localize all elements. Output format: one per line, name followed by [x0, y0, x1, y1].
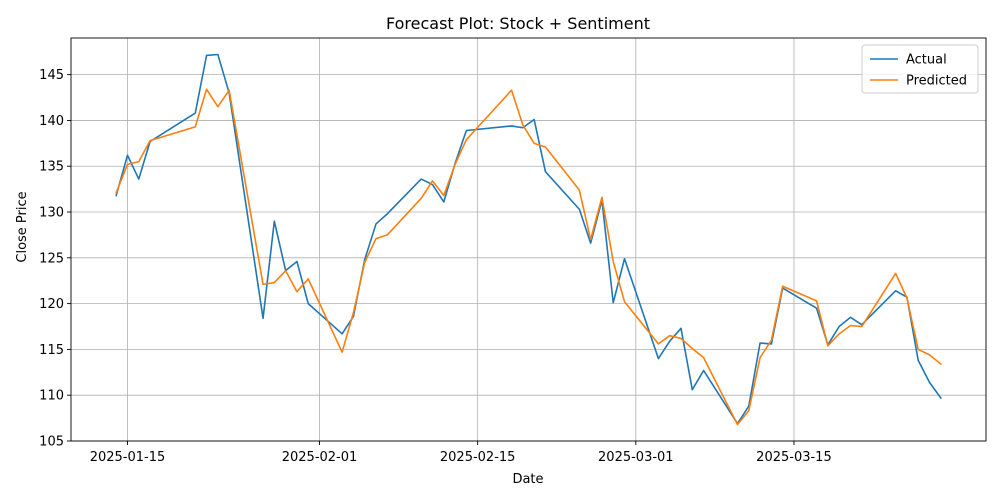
y-tick-label: 125	[39, 251, 64, 266]
x-tick-label: 2025-03-01	[598, 450, 674, 465]
legend: Actual Predicted	[861, 44, 979, 94]
series-layer	[115, 53, 942, 426]
y-axis-label: Close Price	[15, 191, 30, 262]
y-tick-label: 105	[39, 435, 64, 450]
y-tick-label: 110	[39, 389, 64, 404]
x-tick-label: 2025-02-15	[440, 450, 516, 465]
y-tick-label: 120	[39, 297, 64, 312]
y-tick-label: 130	[39, 206, 64, 221]
y-tick-label: 145	[39, 68, 64, 83]
x-axis-label: Date	[512, 472, 543, 487]
ticks: 2025-01-15 2025-02-01 2025-02-15 2025-03-01…	[39, 68, 832, 465]
chart-title: Forecast Plot: Stock + Sentiment	[386, 14, 650, 33]
x-tick-label: 2025-01-15	[90, 450, 166, 465]
plot-frame	[70, 37, 987, 442]
grid	[71, 38, 986, 442]
legend-box	[861, 44, 979, 94]
y-tick-label: 115	[39, 343, 64, 358]
legend-label-predicted: Predicted	[906, 74, 967, 89]
y-tick-label: 135	[39, 160, 64, 175]
x-tick-label: 2025-03-15	[756, 450, 832, 465]
legend-label-actual: Actual	[906, 53, 947, 68]
y-tick-label: 140	[39, 114, 64, 129]
series-line-predicted	[115, 88, 942, 426]
x-tick-label: 2025-02-01	[282, 450, 358, 465]
